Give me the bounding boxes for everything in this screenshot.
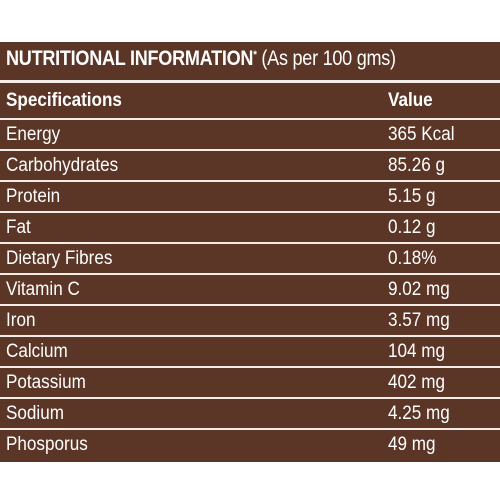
row-value: 3.57 mg [388,309,450,331]
panel-title: NUTRITIONAL INFORMATION* (As per 100 gms… [6,42,396,76]
row-value: 104 mg [388,340,446,362]
row-specification: Fat [6,216,31,238]
row-value: 85.26 g [388,154,446,176]
row-specification: Dietary Fibres [6,247,113,269]
table-header-row: Specifications Value [0,80,500,118]
table-row: Fat 0.12 g [0,211,500,242]
header-specifications: Specifications [6,89,122,111]
row-specification: Protein [6,185,61,207]
nutrition-table: Specifications Value Energy 365 Kcal Carbo… [0,80,500,459]
table-row: Sodium 4.25 mg [0,397,500,428]
table-row: Iron 3.57 mg [0,304,500,335]
table-row: Vitamin C 9.02 mg [0,273,500,304]
table-row: Phosporus 49 mg [0,428,500,459]
table-row: Calcium 104 mg [0,335,500,366]
table-row: Dietary Fibres 0.18% [0,242,500,273]
row-specification: Sodium [6,402,64,424]
row-value: 49 mg [388,433,436,455]
table-row: Potassium 402 mg [0,366,500,397]
row-specification: Phosporus [6,433,88,455]
row-value: 402 mg [388,371,446,393]
row-value: 5.15 g [388,185,436,207]
row-value: 0.12 g [388,216,436,238]
nutrition-panel: NUTRITIONAL INFORMATION* (As per 100 gms… [0,42,500,462]
header-value: Value [388,89,433,111]
table-body: Energy 365 Kcal Carbohydrates 85.26 g Protei… [0,118,500,459]
title-qualifier: (As per 100 gms) [261,47,396,70]
table-row: Protein 5.15 g [0,180,500,211]
table-row: Energy 365 Kcal [0,118,500,149]
row-value: 0.18% [388,247,437,269]
row-specification: Potassium [6,371,86,393]
row-specification: Energy [6,123,61,145]
row-specification: Vitamin C [6,278,80,300]
table-row: Carbohydrates 85.26 g [0,149,500,180]
row-value: 4.25 mg [388,402,450,424]
row-value: 9.02 mg [388,278,450,300]
row-specification: Iron [6,309,36,331]
row-specification: Carbohydrates [6,154,119,176]
row-value: 365 Kcal [388,123,455,145]
title-asterisk: * [253,49,257,61]
title-main: NUTRITIONAL INFORMATION [6,47,254,70]
row-specification: Calcium [6,340,68,362]
